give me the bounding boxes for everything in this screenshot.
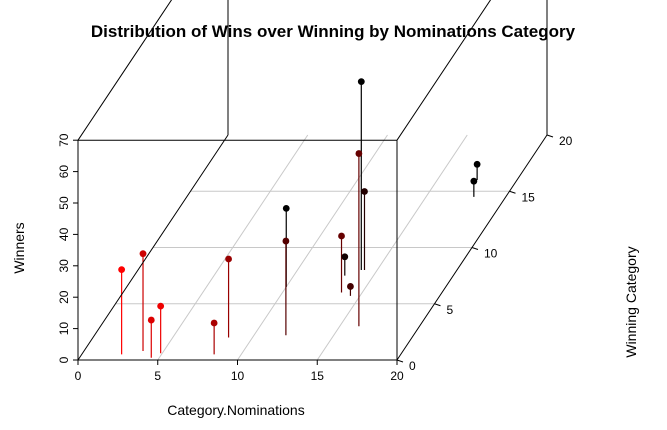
- z-tick-label: 10: [57, 322, 71, 336]
- y-tick: [396, 359, 404, 363]
- floor-grid: [115, 134, 510, 361]
- y-axis-label: Winning Category: [623, 246, 639, 357]
- data-point: [282, 204, 290, 212]
- y-tick: [546, 134, 554, 138]
- data-point: [157, 302, 165, 310]
- data-point: [147, 316, 155, 324]
- x-tick-label: 15: [311, 369, 325, 383]
- y-tick: [471, 247, 479, 250]
- data-point: [473, 160, 481, 168]
- z-tick-label: 0: [57, 356, 71, 363]
- data-point: [338, 232, 345, 240]
- z-tick-label: 60: [57, 165, 71, 179]
- data-point: [282, 237, 290, 245]
- y-tick: [434, 303, 441, 307]
- z-tick-label: 40: [57, 227, 71, 241]
- x-axis: 0 5 10 15 20: [75, 360, 404, 383]
- data-point: [357, 78, 365, 85]
- data-point: [210, 319, 218, 327]
- y-tick-label: 5: [447, 303, 454, 317]
- data-point: [225, 255, 232, 263]
- y-tick-label: 0: [409, 359, 416, 373]
- y-tick-label: 15: [522, 190, 536, 204]
- x-axis-label: Category.Nominations: [167, 402, 304, 418]
- drop-lines: [121, 81, 478, 358]
- z-tick-label: 50: [57, 196, 71, 210]
- data-point: [118, 266, 126, 273]
- chart-title: Distribution of Wins over Winning by Nom…: [91, 22, 576, 41]
- x-tick-label: 20: [390, 369, 404, 383]
- box-back-edges: [77, 0, 548, 141]
- y-tick-label: 10: [484, 247, 498, 261]
- data-point: [361, 188, 368, 195]
- box-edge: [396, 0, 492, 141]
- data-points: [118, 78, 481, 327]
- z-axis-label: Winners: [11, 222, 27, 273]
- x-tick-label: 5: [154, 369, 161, 383]
- y-tick-label: 20: [559, 134, 573, 148]
- y-tick: [509, 190, 516, 194]
- y-axis: 0 5 10 15 20: [396, 134, 573, 373]
- z-axis: 0 10 20 30 40 50 60 70: [57, 133, 78, 363]
- data-point: [341, 253, 349, 261]
- z-tick-label: 20: [57, 290, 71, 304]
- box-edge: [77, 134, 229, 361]
- data-point: [355, 150, 363, 157]
- x-tick-label: 0: [75, 369, 82, 383]
- x-tick-label: 10: [231, 369, 245, 383]
- data-point: [139, 250, 147, 258]
- z-tick-label: 30: [57, 259, 71, 273]
- z-tick-label: 70: [57, 133, 71, 147]
- data-point: [470, 177, 478, 185]
- box-edge: [77, 0, 173, 141]
- data-point: [347, 283, 354, 290]
